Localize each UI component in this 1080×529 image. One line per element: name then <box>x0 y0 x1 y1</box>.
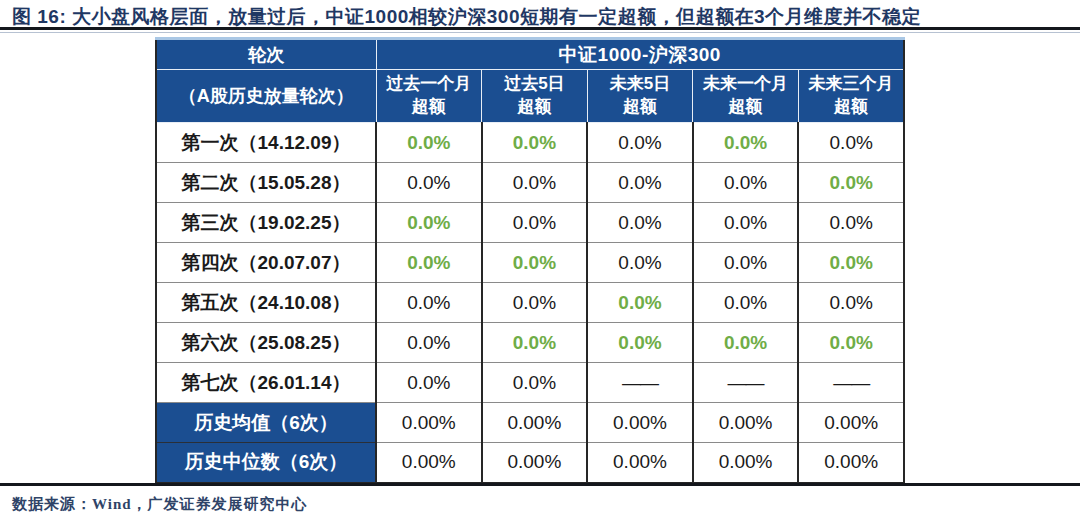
value-cell: 0.0% <box>482 283 588 323</box>
value-cell: —— <box>798 363 904 403</box>
value-cell: 0.00% <box>798 443 904 483</box>
value-cell: 0.0% <box>798 323 904 363</box>
value-cell: 0.00% <box>482 443 588 483</box>
row-label-mean: 历史均值（6次） <box>156 403 376 443</box>
value-cell: —— <box>587 363 693 403</box>
value-cell: 0.0% <box>587 243 693 283</box>
header-line1: 未来5日 <box>588 73 693 96</box>
table-row: 第七次（26.01.14） 0.0% 0.0% —— —— —— <box>156 363 904 403</box>
title-rule <box>0 27 1080 30</box>
header-line1: 过去5日 <box>482 73 587 96</box>
table-row: 第四次（20.07.07） 0.0% 0.0% 0.0% 0.0% 0.0% <box>156 243 904 283</box>
value-cell: 0.0% <box>376 163 482 203</box>
value-cell: 0.0% <box>587 203 693 243</box>
figure-page: 图 16: 大小盘风格层面，放量过后，中证1000相较沪深300短期有一定超额，… <box>0 0 1080 529</box>
value-cell: 0.0% <box>798 243 904 283</box>
bottom-rule <box>0 483 1080 486</box>
value-cell: 0.0% <box>587 163 693 203</box>
value-cell: —— <box>693 363 799 403</box>
value-cell: 0.0% <box>482 203 588 243</box>
table-header-row-group: 轮次 中证1000-沪深300 <box>156 39 904 70</box>
value-cell: 0.0% <box>376 283 482 323</box>
value-cell: 0.0% <box>482 323 588 363</box>
value-cell: 0.00% <box>693 403 799 443</box>
header-col-next-5d: 未来5日 超额 <box>587 70 693 123</box>
header-col-next-3month: 未来三个月 超额 <box>798 70 904 123</box>
header-group: 中证1000-沪深300 <box>376 39 904 70</box>
value-cell: 0.0% <box>798 283 904 323</box>
header-line1: 过去一个月 <box>377 73 482 96</box>
table-row: 第二次（15.05.28） 0.0% 0.0% 0.0% 0.0% 0.0% <box>156 163 904 203</box>
data-source: 数据来源：Wind，广发证券发展研究中心 <box>12 495 308 514</box>
value-cell: 0.00% <box>376 443 482 483</box>
value-cell: 0.00% <box>587 403 693 443</box>
header-line1: 未来一个月 <box>693 73 798 96</box>
header-line2: 超额 <box>799 96 903 119</box>
value-cell: 0.0% <box>482 363 588 403</box>
value-cell: 0.00% <box>376 403 482 443</box>
row-label: 第三次（19.02.25） <box>156 203 376 243</box>
table-row: 第一次（14.12.09） 0.0% 0.0% 0.0% 0.0% 0.0% <box>156 123 904 163</box>
value-cell: 0.00% <box>482 403 588 443</box>
header-line2: 超额 <box>588 96 693 119</box>
value-cell: 0.0% <box>587 283 693 323</box>
value-cell: 0.0% <box>376 123 482 163</box>
value-cell: 0.0% <box>798 203 904 243</box>
value-cell: 0.0% <box>693 123 799 163</box>
value-cell: 0.00% <box>587 443 693 483</box>
row-label: 第一次（14.12.09） <box>156 123 376 163</box>
header-col-past-month: 过去一个月 超额 <box>376 70 482 123</box>
header-col-past-5d: 过去5日 超额 <box>482 70 588 123</box>
value-cell: 0.0% <box>482 163 588 203</box>
table-row: 第五次（24.10.08） 0.0% 0.0% 0.0% 0.0% 0.0% <box>156 283 904 323</box>
row-label: 第七次（26.01.14） <box>156 363 376 403</box>
table-row-summary-median: 历史中位数（6次） 0.00% 0.00% 0.00% 0.00% 0.00% <box>156 443 904 483</box>
value-cell: 0.0% <box>693 203 799 243</box>
value-cell: 0.0% <box>798 123 904 163</box>
value-cell: 0.0% <box>376 243 482 283</box>
row-label: 第四次（20.07.07） <box>156 243 376 283</box>
table-row: 第六次（25.08.25） 0.0% 0.0% 0.0% 0.0% 0.0% <box>156 323 904 363</box>
value-cell: 0.0% <box>693 283 799 323</box>
value-cell: 0.0% <box>482 123 588 163</box>
value-cell: 0.00% <box>693 443 799 483</box>
header-line2: 超额 <box>482 96 587 119</box>
value-cell: 0.0% <box>587 323 693 363</box>
header-line1: 未来三个月 <box>799 73 903 96</box>
table-row: 第三次（19.02.25） 0.0% 0.0% 0.0% 0.0% 0.0% <box>156 203 904 243</box>
table-header-row-cols: （A股历史放量轮次） 过去一个月 超额 过去5日 超额 未来5日 超额 未来一个… <box>156 70 904 123</box>
value-cell: 0.0% <box>693 323 799 363</box>
value-cell: 0.0% <box>376 363 482 403</box>
value-cell: 0.0% <box>587 123 693 163</box>
value-cell: 0.0% <box>482 243 588 283</box>
value-cell: 0.0% <box>376 203 482 243</box>
value-cell: 0.00% <box>798 403 904 443</box>
value-cell: 0.0% <box>693 163 799 203</box>
header-line2: 超额 <box>693 96 798 119</box>
row-label-median: 历史中位数（6次） <box>156 443 376 483</box>
title-rule-thin <box>0 32 1080 33</box>
row-label: 第五次（24.10.08） <box>156 283 376 323</box>
header-col-next-month: 未来一个月 超额 <box>693 70 799 123</box>
value-cell: 0.0% <box>376 323 482 363</box>
header-line2: 超额 <box>377 96 482 119</box>
header-corner-bottom: （A股历史放量轮次） <box>156 70 376 123</box>
excess-return-table: 轮次 中证1000-沪深300 （A股历史放量轮次） 过去一个月 超额 过去5日… <box>155 37 905 484</box>
table-row-summary-mean: 历史均值（6次） 0.00% 0.00% 0.00% 0.00% 0.00% <box>156 403 904 443</box>
value-cell: 0.0% <box>798 163 904 203</box>
header-corner-top: 轮次 <box>156 39 376 70</box>
row-label: 第二次（15.05.28） <box>156 163 376 203</box>
row-label: 第六次（25.08.25） <box>156 323 376 363</box>
value-cell: 0.0% <box>693 243 799 283</box>
